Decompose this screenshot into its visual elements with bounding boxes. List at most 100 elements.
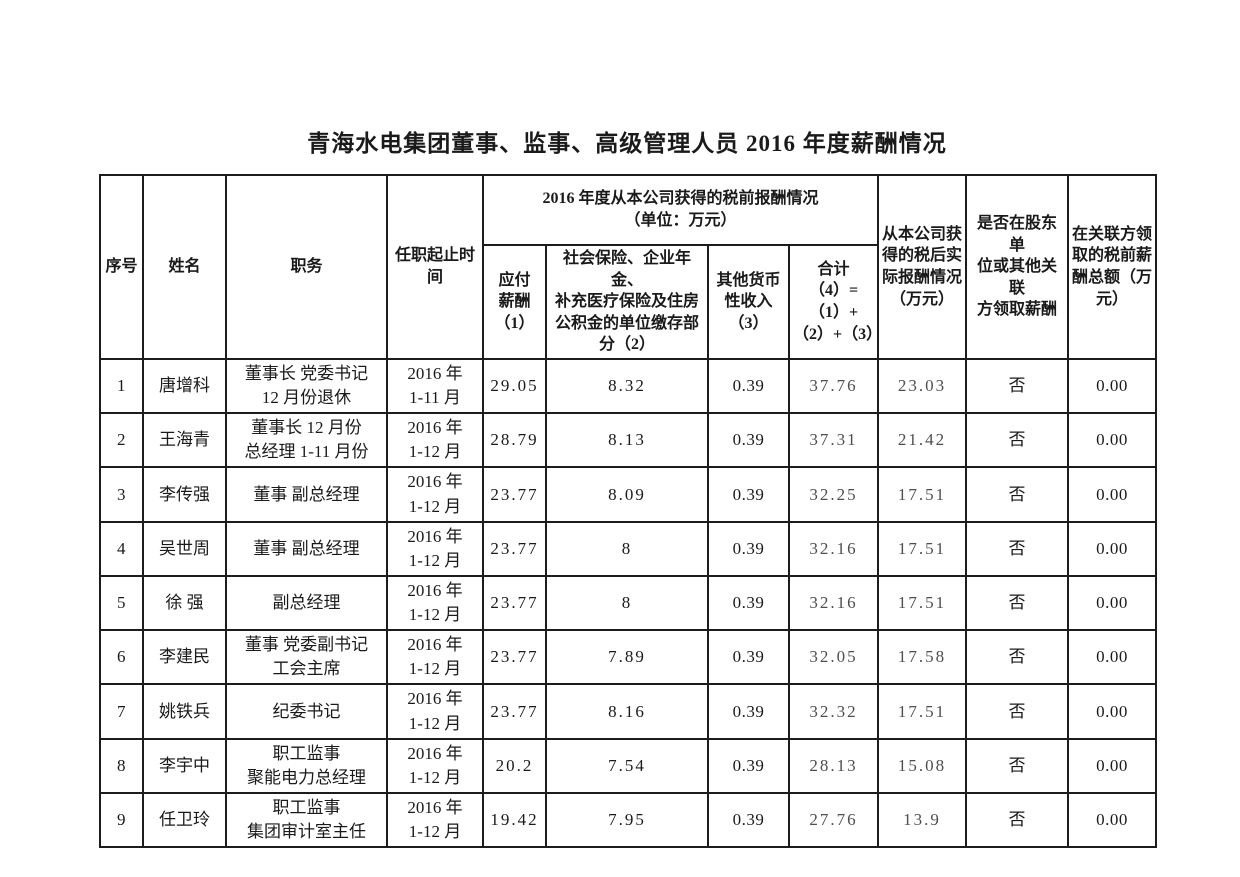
cell-payable: 23.77	[482, 466, 547, 523]
cell-shareholder-pay: 否	[965, 412, 1070, 469]
cell-other-income: 0.39	[707, 791, 790, 849]
cell-total: 37.31	[787, 412, 880, 469]
cell-position: 副总经理	[225, 574, 388, 632]
cell-position: 董事长 12 月份 总经理 1-11 月份	[225, 412, 388, 469]
cell-aftertax: 13.9	[877, 791, 968, 849]
cell-name: 李传强	[142, 466, 227, 523]
cell-name: 任卫玲	[142, 791, 227, 849]
cell-shareholder-pay: 否	[965, 520, 1070, 577]
cell-name: 吴世周	[142, 520, 227, 577]
cell-related-total: 0.00	[1067, 629, 1158, 686]
cell-total: 28.13	[787, 737, 880, 794]
header-name: 姓名	[142, 174, 227, 360]
cell-aftertax: 17.51	[877, 520, 968, 577]
cell-related-total: 0.00	[1067, 357, 1158, 415]
cell-term: 2016 年 1-12 月	[386, 520, 484, 577]
cell-related-total: 0.00	[1067, 412, 1158, 469]
cell-other-income: 0.39	[707, 737, 790, 794]
header-other-income: 其他货币 性收入 （3）	[707, 244, 790, 360]
header-social-insurance: 社会保险、企业年金、 补充医疗保险及住房 公积金的单位缴存部 分（2）	[545, 244, 709, 360]
cell-name: 徐 强	[142, 574, 227, 632]
cell-aftertax: 17.51	[877, 683, 968, 740]
table-row: 4 吴世周 董事 副总经理 2016 年 1-12 月 23.77 8 0.39…	[99, 520, 1158, 577]
cell-position: 董事长 党委书记 12 月份退休	[225, 357, 388, 415]
cell-total: 32.05	[787, 629, 880, 686]
cell-term: 2016 年 1-12 月	[386, 683, 484, 740]
header-shareholder-pay: 是否在股东单 位或其他关联 方领取薪酬	[965, 174, 1070, 360]
cell-term: 2016 年 1-11 月	[386, 357, 484, 415]
header-payable: 应付 薪酬 （1）	[482, 244, 547, 360]
cell-other-income: 0.39	[707, 683, 790, 740]
cell-other-income: 0.39	[707, 357, 790, 415]
page-title: 青海水电集团董事、监事、高级管理人员 2016 年度薪酬情况	[307, 131, 947, 156]
header-no: 序号	[99, 174, 144, 360]
cell-shareholder-pay: 否	[965, 574, 1070, 632]
cell-position: 纪委书记	[225, 683, 388, 740]
cell-no: 3	[99, 466, 144, 523]
cell-shareholder-pay: 否	[965, 683, 1070, 740]
cell-position: 职工监事 聚能电力总经理	[225, 737, 388, 794]
header-total: 合计 （4）=（1）+ （2）+（3）	[787, 244, 880, 360]
cell-no: 5	[99, 574, 144, 632]
cell-position: 董事 副总经理	[225, 466, 388, 523]
header-related-total: 在关联方领 取的税前薪 酬总额（万 元）	[1067, 174, 1158, 360]
cell-related-total: 0.00	[1067, 574, 1158, 632]
cell-related-total: 0.00	[1067, 791, 1158, 849]
cell-payable: 29.05	[482, 357, 547, 415]
cell-social-insurance: 7.89	[545, 629, 709, 686]
cell-payable: 23.77	[482, 683, 547, 740]
table-row: 7 姚铁兵 纪委书记 2016 年 1-12 月 23.77 8.16 0.39…	[99, 683, 1158, 740]
cell-shareholder-pay: 否	[965, 737, 1070, 794]
header-position: 职务	[225, 174, 388, 360]
cell-aftertax: 23.03	[877, 357, 968, 415]
cell-total: 32.16	[787, 520, 880, 577]
header-term: 任职起止时 间	[386, 174, 484, 360]
cell-position: 董事 副总经理	[225, 520, 388, 577]
cell-position: 职工监事 集团审计室主任	[225, 791, 388, 849]
cell-social-insurance: 7.95	[545, 791, 709, 849]
cell-term: 2016 年 1-12 月	[386, 466, 484, 523]
cell-no: 6	[99, 629, 144, 686]
salary-table: 序号 姓名 职务 任职起止时 间 2016 年度从本公司获得的税前报酬情况 （单…	[99, 174, 1158, 849]
cell-term: 2016 年 1-12 月	[386, 791, 484, 849]
header-aftertax: 从本公司获 得的税后实 际报酬情况 （万元）	[877, 174, 968, 360]
cell-payable: 19.42	[482, 791, 547, 849]
cell-payable: 23.77	[482, 629, 547, 686]
cell-shareholder-pay: 否	[965, 357, 1070, 415]
cell-aftertax: 21.42	[877, 412, 968, 469]
table-row: 2 王海青 董事长 12 月份 总经理 1-11 月份 2016 年 1-12 …	[99, 412, 1158, 469]
cell-total: 32.16	[787, 574, 880, 632]
cell-related-total: 0.00	[1067, 737, 1158, 794]
cell-position: 董事 党委副书记 工会主席	[225, 629, 388, 686]
cell-related-total: 0.00	[1067, 683, 1158, 740]
cell-social-insurance: 8	[545, 520, 709, 577]
cell-other-income: 0.39	[707, 466, 790, 523]
table-row: 5 徐 强 副总经理 2016 年 1-12 月 23.77 8 0.39 32…	[99, 574, 1158, 632]
cell-social-insurance: 8	[545, 574, 709, 632]
cell-name: 王海青	[142, 412, 227, 469]
cell-name: 李宇中	[142, 737, 227, 794]
cell-social-insurance: 8.09	[545, 466, 709, 523]
cell-no: 9	[99, 791, 144, 849]
cell-aftertax: 15.08	[877, 737, 968, 794]
cell-total: 32.25	[787, 466, 880, 523]
table-body: 1 唐增科 董事长 党委书记 12 月份退休 2016 年 1-11 月 29.…	[99, 357, 1158, 849]
cell-aftertax: 17.51	[877, 574, 968, 632]
table-row: 9 任卫玲 职工监事 集团审计室主任 2016 年 1-12 月 19.42 7…	[99, 791, 1158, 849]
cell-no: 4	[99, 520, 144, 577]
table-row: 1 唐增科 董事长 党委书记 12 月份退休 2016 年 1-11 月 29.…	[99, 357, 1158, 415]
table-row: 6 李建民 董事 党委副书记 工会主席 2016 年 1-12 月 23.77 …	[99, 629, 1158, 686]
cell-term: 2016 年 1-12 月	[386, 629, 484, 686]
cell-payable: 20.2	[482, 737, 547, 794]
cell-aftertax: 17.58	[877, 629, 968, 686]
cell-no: 2	[99, 412, 144, 469]
cell-other-income: 0.39	[707, 412, 790, 469]
cell-shareholder-pay: 否	[965, 466, 1070, 523]
cell-payable: 28.79	[482, 412, 547, 469]
header-pretax-group: 2016 年度从本公司获得的税前报酬情况 （单位：万元）	[481, 174, 880, 246]
cell-no: 7	[99, 683, 144, 740]
cell-no: 1	[99, 357, 144, 415]
cell-payable: 23.77	[482, 520, 547, 577]
cell-no: 8	[99, 737, 144, 794]
cell-related-total: 0.00	[1067, 520, 1158, 577]
